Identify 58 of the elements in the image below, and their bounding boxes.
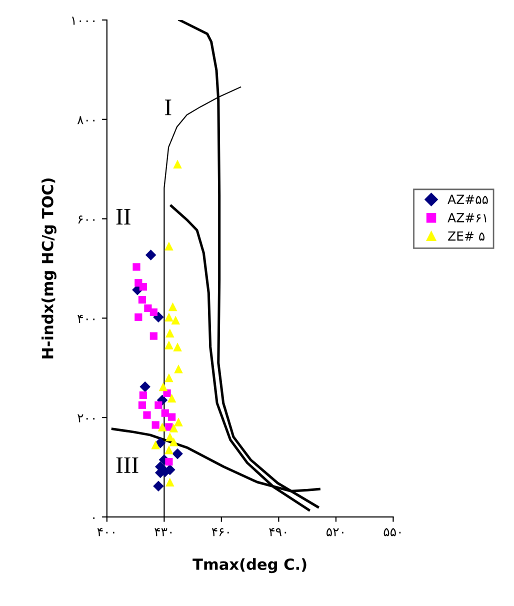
point: [164, 312, 174, 322]
x-tick-label: ۵۵۰: [384, 528, 401, 536]
point: [166, 478, 174, 487]
y-tick-label: ۱۰۰۰: [72, 16, 94, 25]
point: [139, 283, 147, 291]
point: [150, 308, 158, 316]
x-tick-label: ۵۲۰: [326, 528, 344, 536]
point: [152, 421, 160, 429]
point: [168, 302, 178, 312]
point: [145, 250, 156, 260]
x-tick-label: ۴۶۰: [212, 528, 229, 536]
point: [173, 160, 182, 168]
annotation: I: [165, 100, 172, 116]
point: [172, 448, 183, 460]
point: [164, 445, 174, 454]
legend-label: ZE# ۵: [448, 231, 484, 241]
point: [174, 418, 183, 426]
point: [154, 437, 166, 448]
point: [139, 391, 147, 399]
annotation: III: [116, 457, 138, 473]
point: [169, 437, 178, 446]
legend-label: AZ#۶۱: [448, 213, 486, 222]
point: [164, 242, 174, 250]
y-tick-label: ۴۰۰: [78, 314, 94, 323]
point: [134, 313, 142, 321]
point: [164, 373, 174, 382]
point: [153, 480, 164, 492]
point: [169, 424, 178, 432]
point: [158, 382, 168, 392]
point: [138, 296, 146, 304]
x-tick-label: ۴۳۰: [154, 528, 172, 536]
point: [165, 458, 173, 466]
point: [132, 263, 140, 271]
point: [140, 381, 150, 392]
point: [161, 409, 169, 417]
point: [143, 411, 151, 419]
legend-label: AZ#۵۵: [448, 194, 488, 204]
y-axis-title: H-indx(mg HC/g TOC): [42, 178, 56, 358]
y-tick-label: ۰: [93, 517, 95, 519]
point: [154, 401, 162, 409]
x-tick-label: ۴۰۰: [97, 528, 114, 536]
x-tick-label: ۴۹۰: [269, 528, 286, 536]
y-tick-label: ۸۰۰: [77, 116, 94, 124]
point: [164, 340, 174, 350]
point: [171, 316, 180, 325]
point: [168, 413, 176, 421]
point: [138, 401, 146, 409]
point: [158, 422, 167, 432]
annotation: II: [116, 208, 130, 224]
point: [151, 440, 160, 450]
point: [150, 332, 158, 340]
point: [167, 394, 176, 403]
point: [173, 342, 182, 352]
point: [174, 364, 183, 374]
y-tick-label: ۶۰۰: [78, 216, 94, 224]
y-tick-label: ۲۰۰: [78, 414, 94, 422]
x-axis-title: Tmax(deg C.): [192, 558, 306, 574]
point: [166, 328, 174, 338]
